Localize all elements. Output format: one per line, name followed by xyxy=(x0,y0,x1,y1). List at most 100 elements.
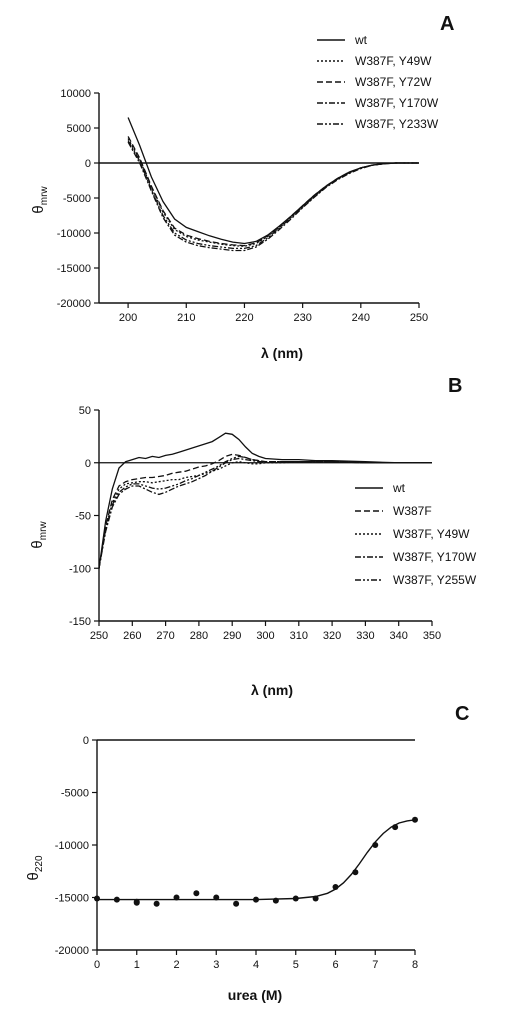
panel-a-y-label: θmrw xyxy=(30,186,50,214)
panel-c-data-point xyxy=(133,899,140,906)
panel-a-y-tick-label: 0 xyxy=(85,158,91,170)
panel-c-data-point xyxy=(94,895,100,902)
panel-a-y-tick-label: 5000 xyxy=(67,123,91,135)
panel-b-legend-label: W387F, Y49W xyxy=(393,527,470,541)
panel-b-x-tick-label: 280 xyxy=(190,630,208,642)
panel-a-label: A xyxy=(440,13,454,35)
panel-c-y-tick-label: 0 xyxy=(83,735,89,747)
panel-b-plot: 50 0 -50 -100 -150 250 260 270 280 290 300 310 320 33… xyxy=(69,405,441,642)
panel-a-legend-label: W387F, Y72W xyxy=(355,75,432,89)
panel-a-y-tick-label: 10000 xyxy=(60,88,91,100)
panel-a-series-line xyxy=(127,140,419,250)
panel-b-y-tick-label: -50 xyxy=(75,511,91,523)
panel-c-y-tick-label: -10000 xyxy=(55,840,89,852)
panel-a-x-tick-label: 250 xyxy=(410,312,428,324)
panel-b-series-line xyxy=(98,432,432,569)
svg-text:θ220: θ220 xyxy=(25,855,45,880)
panel-b-legend: wt W387F W387F, Y49W W387F, Y170W W387F, Y25… xyxy=(355,481,477,587)
panel-c-x-tick-label: 0 xyxy=(94,959,100,971)
panel-c-x-tick-label: 6 xyxy=(332,959,338,971)
panel-c-x-label: urea (M) xyxy=(228,987,282,1003)
panel-b-x-tick-label: 250 xyxy=(90,630,108,642)
panel-c-data-point xyxy=(272,897,279,904)
panel-b-y-label-sub: mrw xyxy=(38,521,49,541)
panel-b-x-tick-label: 260 xyxy=(123,630,141,642)
panel-c-data-point xyxy=(193,890,200,897)
panel-c-y-label-sub: 220 xyxy=(34,855,45,872)
panel-c-x-tick-label: 8 xyxy=(412,959,418,971)
panel-b-legend-label: W387F, Y170W xyxy=(393,550,477,564)
panel-b-y-tick-label: -150 xyxy=(69,616,91,628)
panel-b-y-tick-label: -100 xyxy=(69,563,91,575)
panel-c-y-tick-label: -20000 xyxy=(55,945,89,957)
panel-b: B wt W387F W387F, Y49W W387F, Y170W W387F, Y… xyxy=(29,375,477,698)
panel-b-y-tick-label: 0 xyxy=(85,458,91,470)
panel-c-y-label: θ220 xyxy=(25,855,45,880)
panel-a-y-tick-label: -15000 xyxy=(57,263,91,275)
panel-a-x-tick-label: 210 xyxy=(177,312,195,324)
panel-c-data-point xyxy=(233,900,240,907)
panel-c-data-point xyxy=(173,894,180,901)
panel-b-legend-label: W387F xyxy=(393,504,432,518)
panel-c-data-point xyxy=(332,884,339,890)
panel-a-legend-label: W387F, Y49W xyxy=(355,54,432,68)
panel-b-y-tick-label: 50 xyxy=(79,405,91,417)
panel-b-x-tick-label: 330 xyxy=(356,630,374,642)
panel-b-series-line xyxy=(98,461,432,569)
panel-c-fit-curve xyxy=(97,819,416,901)
panel-a-legend: wt W387F, Y49W W387F, Y72W W387F, Y170W W387… xyxy=(317,33,439,131)
panel-a-y-tick-label: -10000 xyxy=(57,228,91,240)
panel-a-x-tick-label: 230 xyxy=(293,312,311,324)
panel-c-x-tick-label: 1 xyxy=(134,959,140,971)
panel-c-data-point xyxy=(352,869,359,876)
panel-c-data-point xyxy=(412,816,418,823)
svg-text:θmrw: θmrw xyxy=(30,186,50,214)
panel-b-x-tick-label: 300 xyxy=(256,630,274,642)
panel-c-x-tick-label: 3 xyxy=(213,959,219,971)
panel-b-label: B xyxy=(448,375,462,397)
panel-b-legend-label: W387F, Y255W xyxy=(393,573,477,587)
panel-b-y-label-main: θ xyxy=(29,540,46,548)
panel-c-data-point xyxy=(153,900,160,907)
panel-b-x-tick-label: 320 xyxy=(323,630,341,642)
panel-c-x-tick-label: 7 xyxy=(372,959,378,971)
panel-a-legend-label: wt xyxy=(354,33,368,47)
panel-a-y-tick-label: -20000 xyxy=(57,298,91,310)
panel-a-series-line xyxy=(127,141,419,252)
panel-a-y-label-sub: mrw xyxy=(39,186,50,206)
panel-b-legend-label: wt xyxy=(392,481,406,495)
panel-c-data-point xyxy=(113,896,120,903)
panel-c-data-point xyxy=(213,894,220,901)
panel-c-data-point xyxy=(372,842,379,848)
panel-a-y-label-main: θ xyxy=(30,205,47,213)
panel-c-y-label-main: θ xyxy=(25,872,42,880)
panel-b-x-tick-label: 290 xyxy=(223,630,241,642)
panel-c-x-tick-label: 4 xyxy=(253,959,259,971)
panel-a-y-tick-label: -5000 xyxy=(63,193,91,205)
panel-c: C 0 -5000 -10000 -15000 -20000 0 1 2 3 4 5 6 7 8 urea… xyxy=(25,703,469,1003)
panel-c-plot: 0 -5000 -10000 -15000 -20000 0 1 2 3 4 5 6 7 8 xyxy=(55,735,418,971)
panel-b-y-label: θmrw xyxy=(29,521,49,549)
panel-c-data-point xyxy=(312,895,319,902)
svg-text:θmrw: θmrw xyxy=(29,521,49,549)
panel-b-series-line xyxy=(98,457,432,569)
panel-a-plot: 10000 5000 0 -5000 -10000 -15000 -20000 200 210 2… xyxy=(57,88,428,324)
panel-c-y-tick-label: -15000 xyxy=(55,893,89,905)
panel-a-x-label: λ (nm) xyxy=(261,345,303,361)
panel-a-legend-label: W387F, Y233W xyxy=(355,117,439,131)
panel-c-x-tick-label: 2 xyxy=(173,959,179,971)
panel-c-label: C xyxy=(455,703,469,725)
panel-b-x-tick-label: 340 xyxy=(390,630,408,642)
panel-b-x-tick-label: 270 xyxy=(156,630,174,642)
panel-a-legend-label: W387F, Y170W xyxy=(355,96,439,110)
panel-b-series-line xyxy=(98,455,432,569)
panel-a-x-tick-label: 240 xyxy=(352,312,370,324)
panel-c-data-point xyxy=(392,824,399,831)
panel-b-x-label: λ (nm) xyxy=(251,682,293,698)
panel-a-x-tick-label: 220 xyxy=(235,312,253,324)
panel-c-data-point xyxy=(292,895,299,902)
panel-c-y-tick-label: -5000 xyxy=(61,788,89,800)
panel-a: A wt W387F, Y49W W387F, Y72W W387F, Y170W W3… xyxy=(30,13,454,361)
panel-a-x-tick-label: 200 xyxy=(119,312,137,324)
